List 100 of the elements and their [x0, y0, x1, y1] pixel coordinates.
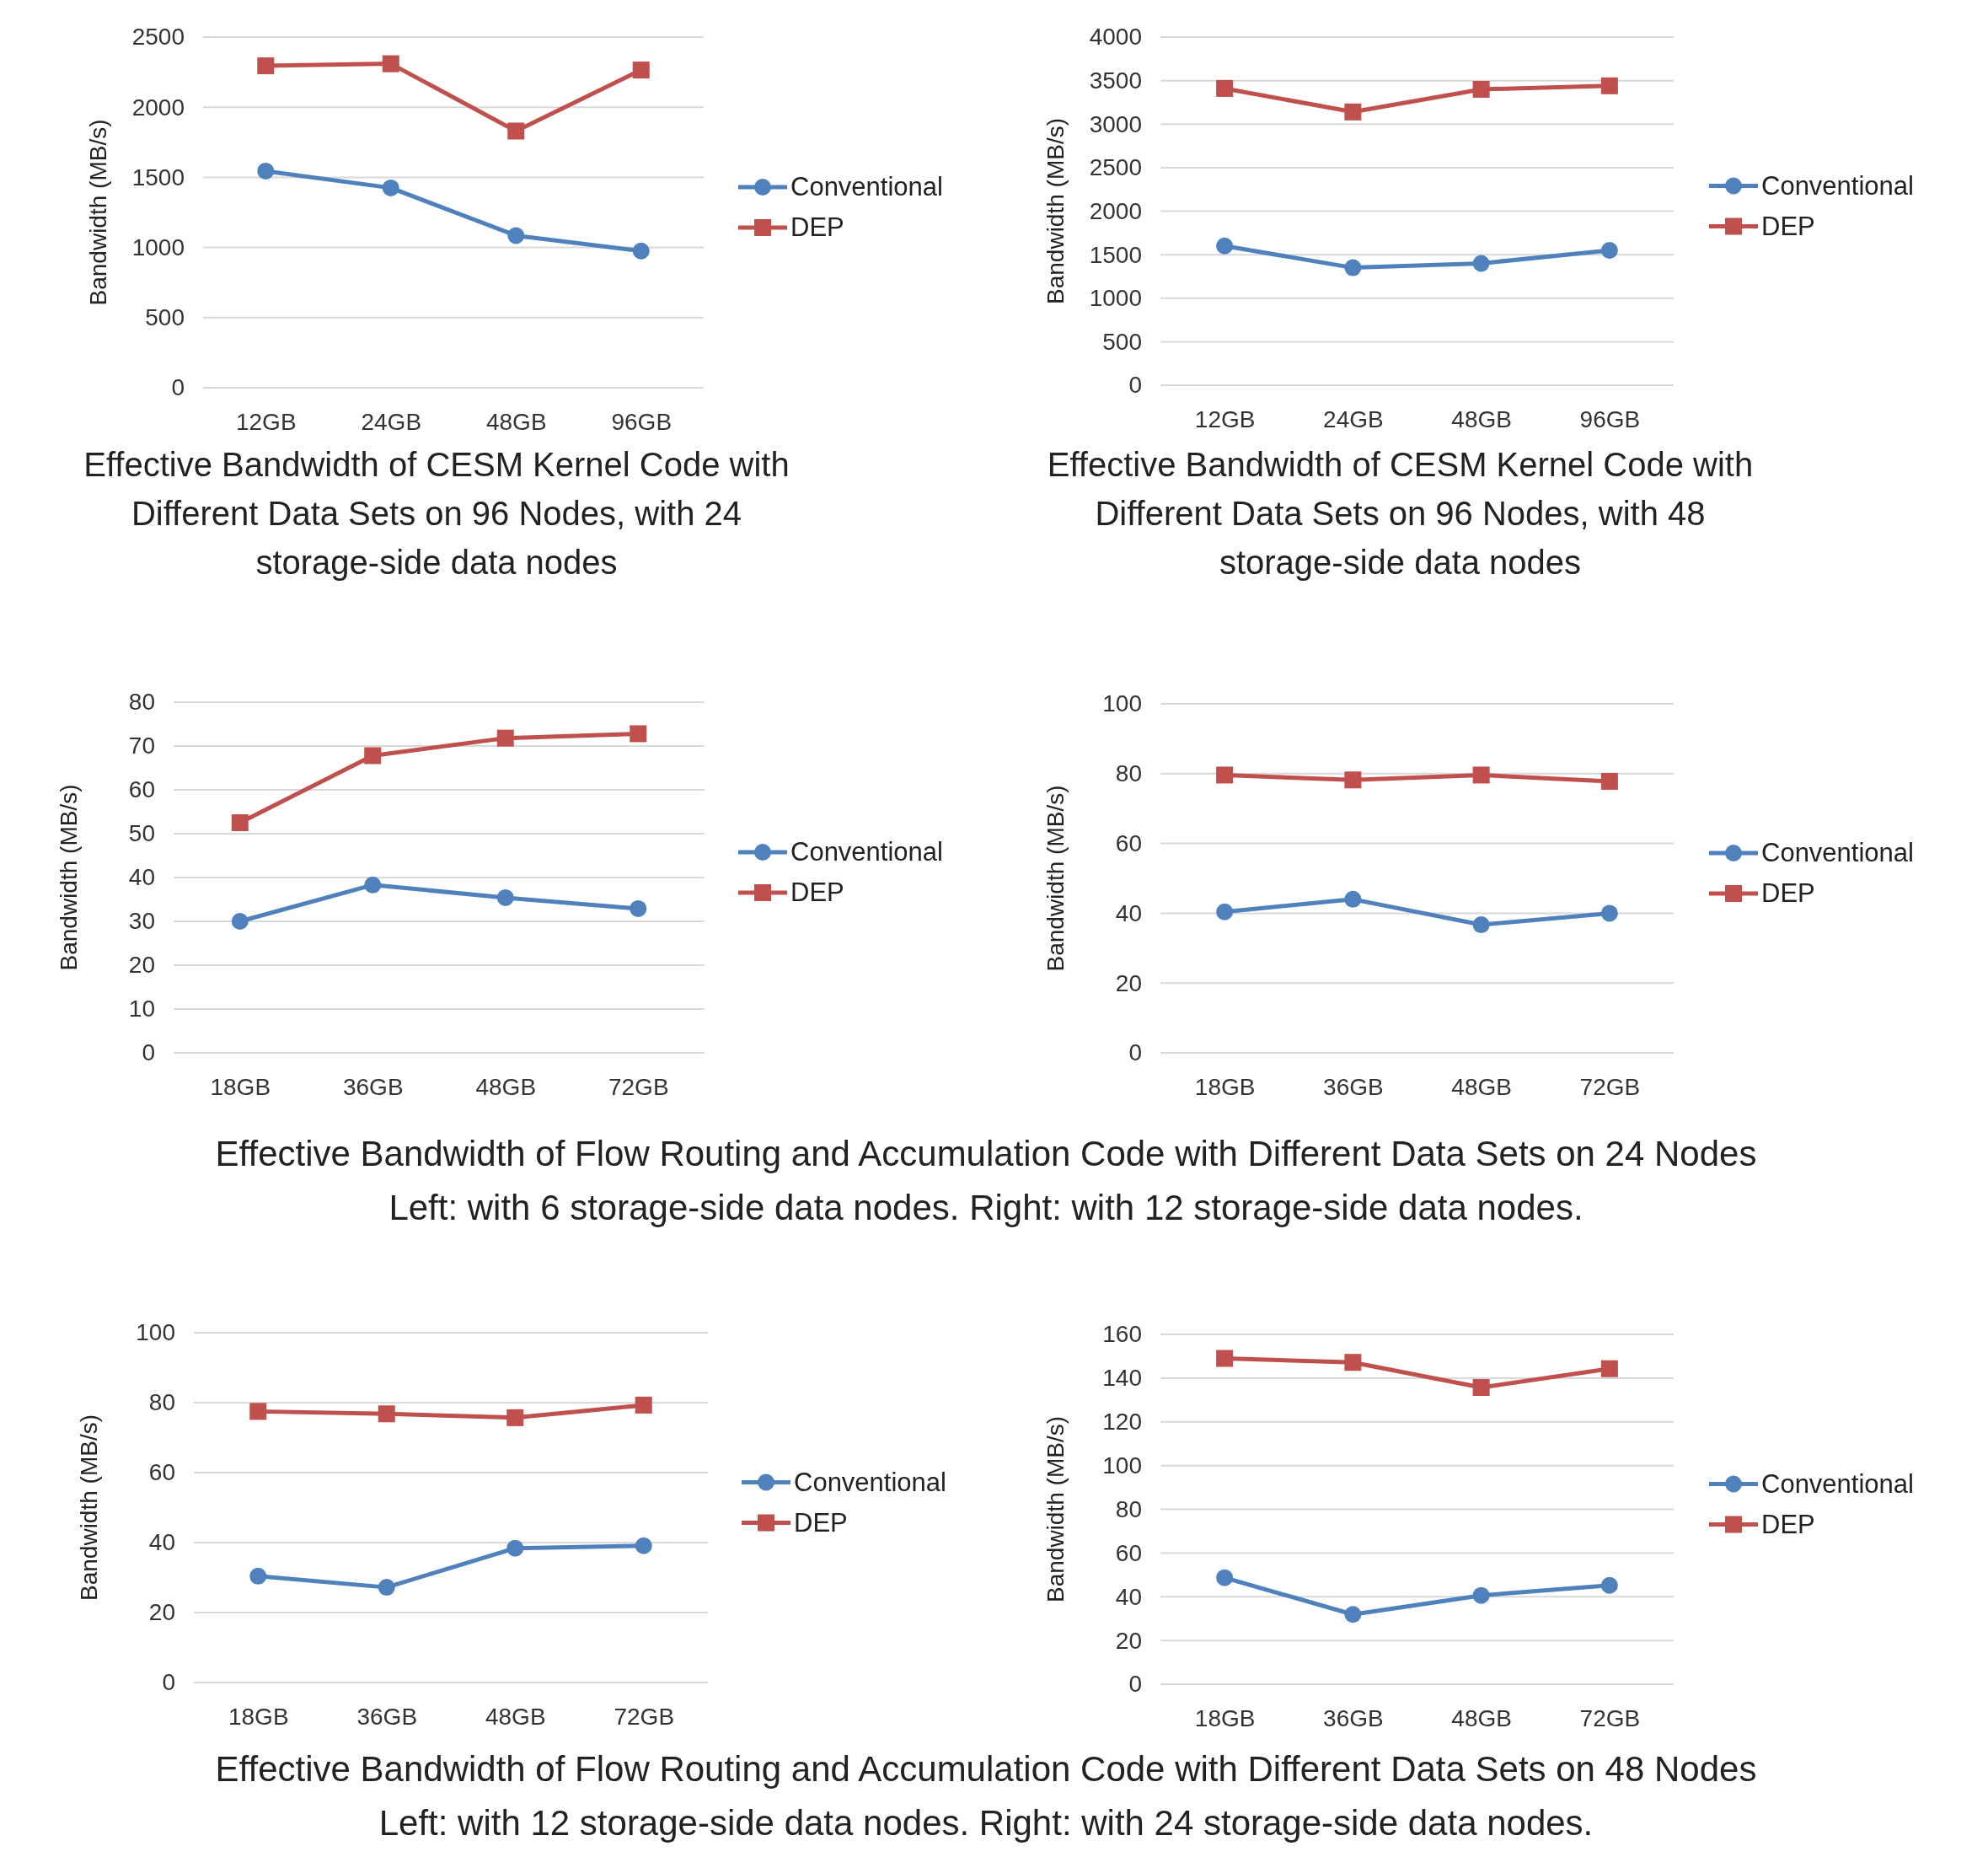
y-tick-label: 20	[1115, 1627, 1142, 1654]
y-tick-label: 3500	[1089, 67, 1142, 94]
point	[1600, 1576, 1618, 1594]
y-tick-label: 2000	[1089, 197, 1142, 224]
y-tick-label: 60	[1115, 1539, 1142, 1566]
point	[1216, 903, 1234, 920]
x-tick-label: 18GB	[1194, 1704, 1256, 1731]
point	[378, 1405, 395, 1423]
legend-label: Conventional	[1761, 170, 1914, 201]
point	[635, 1396, 652, 1414]
text: Effective Bandwidth of Flow Routing and Accumulation Code with Different Data Sets on 24 Nodes	[215, 1134, 1757, 1173]
point	[249, 1403, 267, 1420]
point	[1344, 890, 1362, 908]
y-tick-label: 20	[128, 952, 155, 979]
point	[1344, 103, 1362, 121]
x-tick-label: 36GB	[356, 1703, 418, 1730]
y-tick-label: 0	[162, 1669, 175, 1696]
point	[506, 1409, 524, 1426]
y-tick-label: 60	[1115, 830, 1142, 857]
legend-label: DEP	[790, 212, 844, 242]
legend-label: DEP	[1761, 211, 1815, 241]
x-tick-label: 72GB	[1579, 1073, 1641, 1100]
point	[1472, 916, 1490, 934]
x-tick-label: 36GB	[1323, 1073, 1384, 1100]
point	[632, 62, 650, 79]
x-tick-label: 36GB	[1323, 1704, 1384, 1731]
y-tick-label: 0	[1128, 372, 1142, 399]
y-tick-label: 2000	[131, 94, 185, 121]
point	[257, 57, 275, 75]
point	[1472, 1586, 1490, 1604]
y-axis-title: Bandwidth (MB/s)	[1042, 785, 1069, 972]
y-tick-label: 2500	[1089, 154, 1142, 181]
y-tick-label: 40	[148, 1529, 175, 1556]
point	[1472, 1379, 1490, 1397]
y-tick-label: 1500	[1089, 241, 1142, 268]
y-tick-label: 80	[1115, 1495, 1142, 1522]
y-tick-label: 0	[1128, 1671, 1142, 1698]
x-tick-label: 72GB	[614, 1703, 675, 1730]
y-tick-label: 60	[128, 776, 155, 803]
x-tick-label: 72GB	[608, 1073, 669, 1100]
point	[1344, 1606, 1362, 1624]
y-tick-label: 80	[148, 1389, 175, 1416]
point	[1600, 1360, 1618, 1377]
y-tick-label: 40	[1115, 899, 1142, 926]
y-tick-label: 20	[1115, 969, 1142, 996]
text: Effective Bandwidth of Flow Routing and Accumulation Code with Different Data Sets on 48 Nodes	[215, 1749, 1757, 1789]
y-tick-label: 40	[1115, 1583, 1142, 1610]
y-tick-label: 60	[148, 1459, 175, 1486]
x-tick-label: 96GB	[611, 408, 672, 435]
point	[496, 888, 514, 906]
y-tick-label: 80	[1115, 760, 1142, 787]
y-tick-label: 2500	[131, 24, 185, 51]
point	[364, 876, 382, 894]
x-tick-label: 48GB	[1451, 1704, 1512, 1731]
legend-label: Conventional	[790, 172, 943, 201]
legend-label: DEP	[790, 878, 844, 907]
text: Effective Bandwidth of CESM Kernel Code with Different Data Sets on 96 Nodes, with 24 storage-side data nodes	[83, 446, 790, 581]
legend-label: Conventional	[790, 837, 943, 867]
point	[507, 227, 525, 244]
point	[1344, 259, 1362, 276]
legend-label: Conventional	[1761, 838, 1914, 867]
y-tick-label: 100	[1102, 690, 1142, 717]
y-tick-label: 1500	[131, 164, 185, 191]
y-tick-label: 160	[1102, 1321, 1142, 1348]
point	[1216, 1350, 1234, 1367]
point	[1472, 766, 1490, 784]
y-tick-label: 3000	[1089, 110, 1142, 137]
x-tick-label: 48GB	[485, 408, 547, 435]
y-tick-label: 4000	[1089, 24, 1142, 51]
point	[1344, 1354, 1362, 1371]
y-tick-label: 1000	[131, 234, 185, 261]
x-tick-label: 18GB	[210, 1073, 271, 1100]
point	[1216, 79, 1234, 97]
y-tick-label: 50	[128, 820, 155, 847]
y-tick-label: 0	[171, 374, 185, 401]
x-tick-label: 96GB	[1579, 405, 1641, 432]
point	[1344, 771, 1362, 789]
point	[231, 814, 249, 831]
y-axis-title: Bandwidth (MB/s)	[56, 784, 82, 971]
point	[231, 913, 249, 930]
x-tick-label: 24GB	[1323, 405, 1384, 432]
x-tick-label: 24GB	[361, 408, 422, 435]
point	[1216, 766, 1234, 784]
point	[1216, 1569, 1234, 1586]
text: Left: with 12 storage-side data nodes. Right: with 24 storage-side data nodes.	[378, 1803, 1594, 1843]
x-tick-label: 18GB	[1194, 1073, 1256, 1100]
point	[1216, 237, 1234, 255]
point	[382, 179, 399, 196]
point	[364, 747, 382, 765]
y-tick-label: 80	[128, 689, 155, 716]
x-tick-label: 48GB	[1451, 1073, 1512, 1100]
x-tick-label: 12GB	[1194, 405, 1256, 432]
y-tick-label: 1000	[1089, 285, 1142, 312]
point	[635, 1537, 652, 1554]
y-tick-label: 500	[1102, 328, 1142, 355]
y-tick-label: 20	[148, 1599, 175, 1626]
y-axis-title: Bandwidth (MB/s)	[85, 119, 111, 306]
point	[506, 1539, 524, 1557]
y-tick-label: 500	[145, 304, 185, 331]
point	[249, 1567, 267, 1585]
